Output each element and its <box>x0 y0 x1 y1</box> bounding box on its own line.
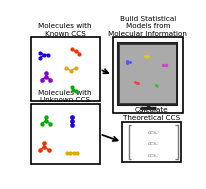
Point <box>70 86 73 89</box>
Point <box>43 54 46 57</box>
Point <box>65 152 69 155</box>
Point <box>46 54 49 57</box>
Point <box>69 69 72 72</box>
Point <box>64 67 67 70</box>
Point <box>40 78 43 81</box>
Point <box>74 90 77 93</box>
Point <box>69 152 72 155</box>
Point <box>133 80 136 83</box>
Point <box>70 48 73 51</box>
Point <box>44 115 47 118</box>
Point <box>40 122 43 125</box>
Point <box>153 83 157 86</box>
Point <box>43 146 46 149</box>
Point <box>154 85 158 88</box>
Point <box>163 64 166 67</box>
Bar <box>118 43 177 105</box>
Point <box>124 62 128 65</box>
Text: CCS₂ᴵ: CCS₂ᴵ <box>147 142 158 146</box>
Bar <box>112 37 182 113</box>
Point <box>72 152 75 155</box>
Point <box>48 78 51 81</box>
Point <box>39 148 42 151</box>
Point <box>75 152 78 155</box>
Point <box>74 50 77 53</box>
Point <box>38 51 41 54</box>
Point <box>134 81 138 84</box>
Point <box>38 56 41 59</box>
Text: Build Statistical
Models from
Molecular Information: Build Statistical Models from Molecular … <box>108 15 186 36</box>
Text: Molecules with
Known CCS: Molecules with Known CCS <box>38 23 91 36</box>
Point <box>44 119 47 122</box>
Point <box>44 75 47 78</box>
Bar <box>119 45 175 103</box>
Text: CCS₃ᴵ: CCS₃ᴵ <box>147 154 158 158</box>
Point <box>146 54 149 57</box>
Bar <box>30 104 99 164</box>
Bar <box>122 122 181 162</box>
Point <box>71 88 75 91</box>
Point <box>74 67 77 70</box>
Bar <box>30 37 99 101</box>
Point <box>43 141 46 144</box>
Text: Calculate
Theoretical CCS: Calculate Theoretical CCS <box>123 107 180 121</box>
Point <box>47 148 50 151</box>
Point <box>136 82 139 85</box>
Point <box>144 55 148 58</box>
Point <box>44 71 47 74</box>
Point <box>143 54 146 57</box>
Point <box>48 122 51 125</box>
Point <box>77 52 81 55</box>
Point <box>70 119 73 122</box>
Point <box>70 115 73 118</box>
Point <box>70 124 73 127</box>
Point <box>154 84 157 87</box>
Point <box>161 64 164 67</box>
Point <box>126 61 129 64</box>
Point <box>124 60 128 63</box>
Point <box>128 61 131 64</box>
Text: CCS₁ᴵ: CCS₁ᴵ <box>147 131 158 135</box>
Text: Molecules with
Unknown CCS: Molecules with Unknown CCS <box>38 90 91 103</box>
